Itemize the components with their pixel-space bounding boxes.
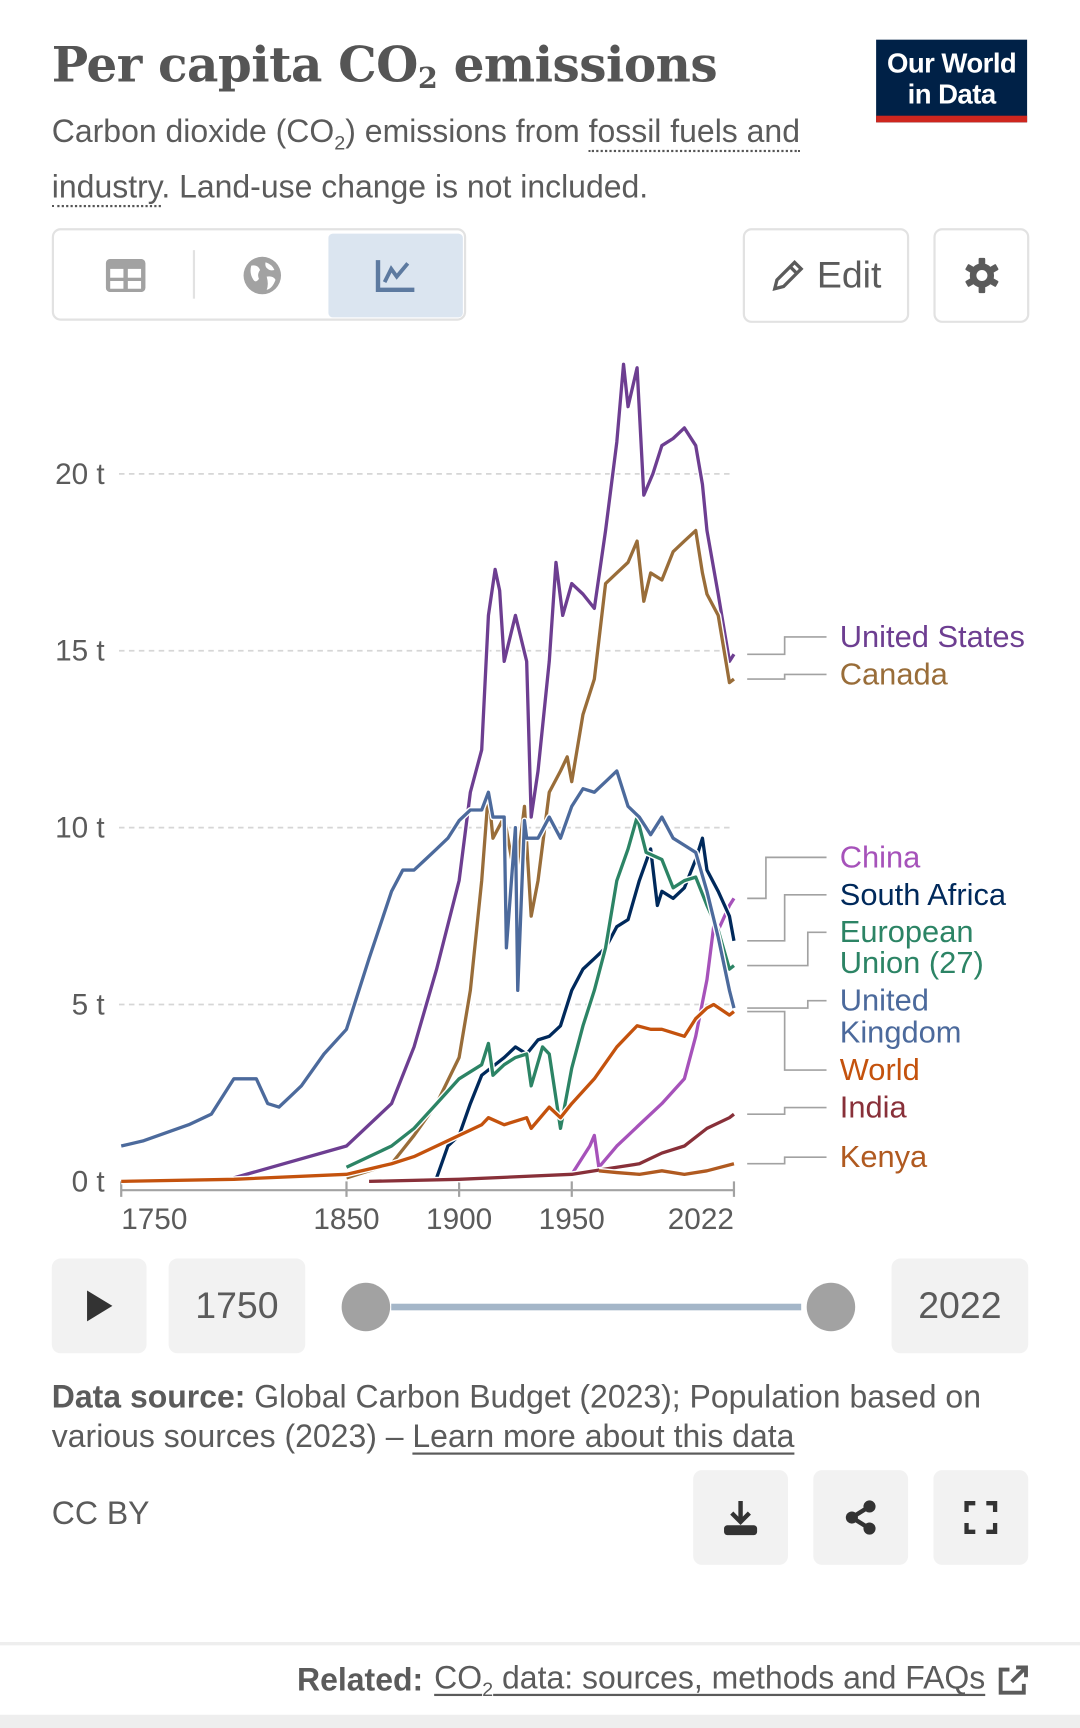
timeline-end-handle[interactable] (806, 1282, 856, 1332)
line-chart-icon (375, 260, 415, 293)
external-link-icon[interactable] (996, 1665, 1029, 1698)
legend-label: European Union (27) (840, 914, 984, 980)
license-text[interactable]: CC BY (51, 1496, 150, 1532)
share-icon (845, 1500, 876, 1535)
series-line-united-kingdom (120, 769, 736, 1148)
tab-map[interactable] (195, 234, 329, 318)
legend-label: Kenya (840, 1139, 928, 1174)
related-footer: Related: CO2 data: sources, methods and … (0, 1642, 1080, 1721)
series-line-kenya (598, 1162, 735, 1176)
tab-table[interactable] (58, 234, 192, 318)
share-button[interactable] (813, 1470, 909, 1565)
table-icon (105, 258, 146, 293)
gear-icon (964, 257, 998, 294)
y-tick-label: 10 t (55, 812, 105, 845)
timeline-start-handle[interactable] (341, 1282, 391, 1332)
pencil-icon (772, 259, 804, 292)
legend-connector (747, 999, 827, 1009)
bottom-strip (0, 1714, 1080, 1728)
legend-connector (747, 1106, 827, 1116)
y-tick-label: 20 t (55, 458, 105, 491)
y-tick-label: 15 t (55, 635, 105, 668)
edit-button[interactable]: Edit (742, 228, 910, 323)
x-tick-label: 1950 (539, 1203, 605, 1236)
settings-button[interactable] (933, 228, 1030, 323)
edit-label: Edit (816, 254, 882, 296)
legend-connector (747, 931, 827, 967)
tab-divider (192, 250, 196, 299)
legend-connector (747, 894, 827, 942)
legend-label: South Africa (840, 877, 1007, 912)
legend-label: Canada (840, 656, 949, 691)
series-line-canada (345, 528, 735, 1180)
related-link-row: Related: CO2 data: sources, methods and … (297, 1661, 1029, 1702)
legend-connector (747, 856, 827, 900)
data-source: Data source: Global Carbon Budget (2023)… (51, 1379, 981, 1455)
legend-label: United States (840, 619, 1025, 654)
fullscreen-button[interactable] (933, 1470, 1029, 1565)
end-year-box[interactable]: 2022 (891, 1258, 1029, 1354)
start-year-box[interactable]: 1750 (168, 1258, 306, 1354)
y-tick-label: 0 t (72, 1165, 106, 1198)
x-tick-label: 1750 (121, 1203, 187, 1236)
legend-label: China (840, 839, 921, 874)
page-title: Per capita CO2 emissions (51, 37, 718, 96)
series-line-india (369, 1112, 735, 1184)
fossil-fuels-definition-link[interactable]: fossil fuels and industry (51, 114, 800, 207)
play-button[interactable] (51, 1258, 147, 1354)
download-icon (724, 1500, 758, 1536)
chart-subtitle: Carbon dioxide (CO2) emissions from foss… (51, 110, 823, 209)
y-tick-label: 5 t (72, 988, 106, 1021)
series-line-world (121, 1002, 735, 1184)
globe-icon (243, 256, 282, 295)
timeline-track[interactable] (391, 1303, 802, 1311)
x-tick-label: 2022 (668, 1203, 734, 1236)
legend-connector (747, 1156, 827, 1165)
learn-more-link[interactable]: Learn more about this data (412, 1419, 795, 1455)
legend-connector (747, 1010, 827, 1071)
download-button[interactable] (693, 1470, 788, 1565)
play-icon (87, 1290, 113, 1322)
owid-logo[interactable]: Our World in Data (876, 39, 1028, 123)
legend-label: India (840, 1089, 908, 1124)
series-line-united-states (233, 362, 736, 1180)
x-tick-label: 1900 (426, 1203, 492, 1236)
x-tick-label: 1850 (313, 1203, 379, 1236)
series-halo (121, 1001, 736, 1185)
tab-chart[interactable] (328, 233, 463, 318)
legend-connector (747, 636, 827, 656)
legend-connector (747, 673, 827, 680)
legend-label: United Kingdom (840, 983, 962, 1050)
fullscreen-icon (964, 1500, 998, 1535)
view-tabs (51, 228, 467, 321)
related-co2-faq-link[interactable]: CO2 data: sources, methods and FAQs (434, 1660, 986, 1701)
line-chart: 0 t 5 t 10 t 15 t 20 t 1750 1850 1900 1950 2022 Un… (55, 361, 1025, 1236)
series-line-european-union- (345, 815, 735, 1169)
legend-label: World (840, 1052, 920, 1087)
